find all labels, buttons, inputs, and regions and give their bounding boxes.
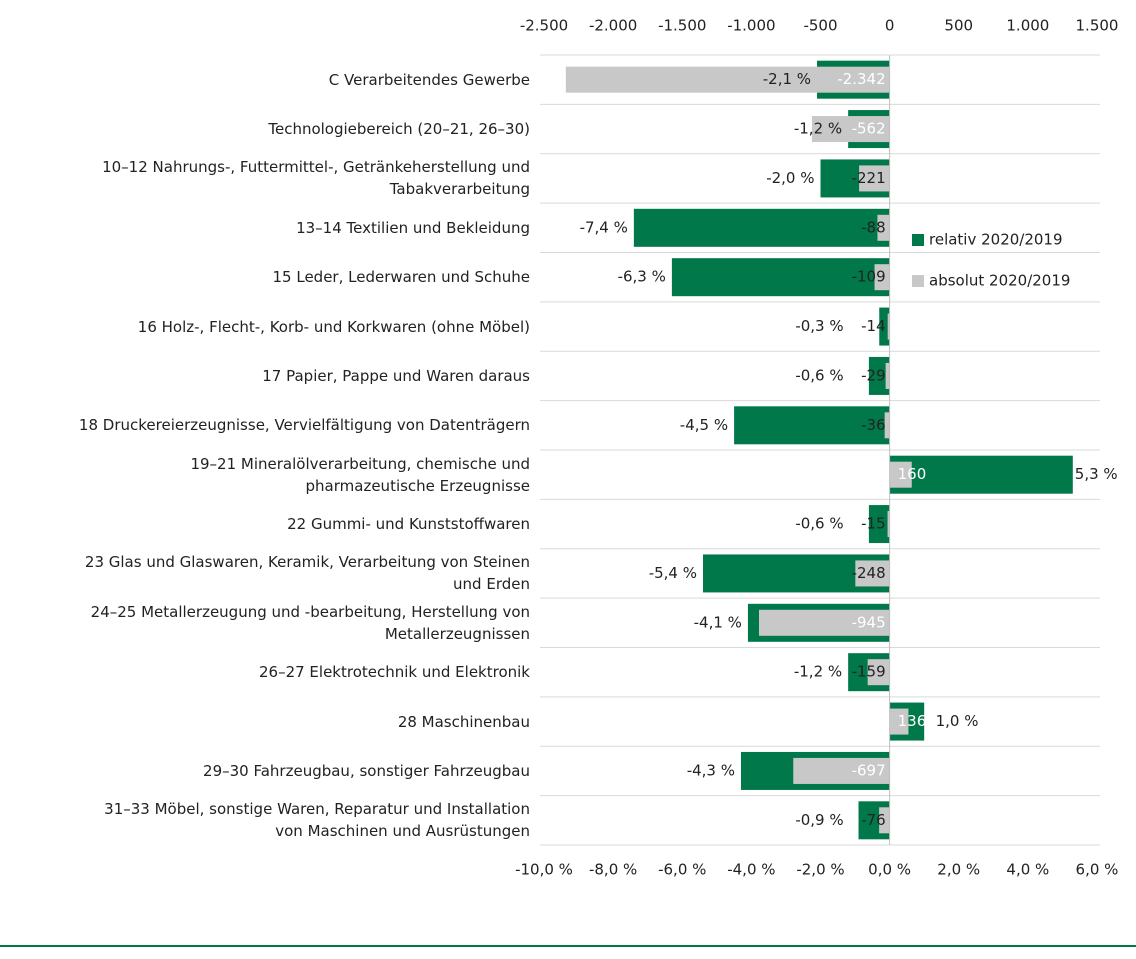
value-label-relative: 1,0 % bbox=[936, 712, 979, 730]
bar-absolute bbox=[884, 412, 890, 439]
value-label-absolute: -88 bbox=[861, 218, 886, 236]
category-label: Technologiebereich (20–21, 26–30) bbox=[268, 120, 530, 139]
x2-tick-label: -2.000 bbox=[589, 17, 637, 35]
value-label-relative: -7,4 % bbox=[580, 218, 628, 236]
value-label-absolute: 160 bbox=[898, 465, 927, 483]
x2-tick-label: 0 bbox=[885, 17, 895, 35]
value-label-absolute: -248 bbox=[852, 564, 886, 582]
category-label: 17 Papier, Pappe und Waren daraus bbox=[262, 366, 530, 385]
value-label-relative: 5,3 % bbox=[1075, 465, 1118, 483]
value-label-absolute: -697 bbox=[852, 761, 886, 779]
bar-absolute bbox=[793, 757, 890, 784]
value-label-absolute: -15 bbox=[861, 515, 886, 533]
category-label: 24–25 Metallerzeugung und -bearbeitung, … bbox=[90, 602, 530, 643]
x2-tick-label: -2.500 bbox=[520, 17, 568, 35]
bar-absolute bbox=[877, 214, 890, 241]
bar-absolute bbox=[885, 362, 890, 389]
category-label: 13–14 Textilien und Bekleidung bbox=[296, 218, 530, 237]
value-label-absolute: -159 bbox=[852, 663, 886, 681]
value-label-absolute: -2.342 bbox=[837, 70, 885, 88]
value-label-absolute: -945 bbox=[852, 613, 886, 631]
bar-absolute bbox=[887, 511, 890, 538]
x2-tick-label: 1.000 bbox=[1006, 17, 1049, 35]
bar-absolute bbox=[859, 165, 890, 192]
bar-absolute bbox=[879, 807, 890, 834]
x-tick-label: 2,0 % bbox=[937, 861, 980, 879]
x2-tick-label: -500 bbox=[803, 17, 837, 35]
category-label: 15 Leder, Lederwaren und Schuhe bbox=[272, 268, 531, 287]
category-label: 10–12 Nahrungs-, Futtermittel-, Getränke… bbox=[102, 158, 530, 199]
bar-relative bbox=[889, 455, 1073, 494]
value-label-relative: -1,2 % bbox=[794, 120, 842, 138]
x-tick-label: -4,0 % bbox=[727, 861, 775, 879]
x-tick-label: -6,0 % bbox=[658, 861, 706, 879]
category-label: 28 Maschinenbau bbox=[397, 712, 530, 731]
value-label-relative: -0,3 % bbox=[795, 317, 843, 335]
bar-relative bbox=[868, 505, 890, 544]
bar-relative bbox=[671, 258, 890, 297]
value-label-relative: -0,6 % bbox=[795, 366, 843, 384]
legend-swatch bbox=[912, 275, 924, 287]
bar-absolute bbox=[889, 708, 909, 735]
value-label-absolute: -562 bbox=[852, 120, 886, 138]
value-label-relative: -4,1 % bbox=[694, 613, 742, 631]
x-tick-label: -8,0 % bbox=[589, 861, 637, 879]
value-label-relative: -1,2 % bbox=[794, 663, 842, 681]
x-tick-label: 0,0 % bbox=[868, 861, 911, 879]
value-label-relative: -2,0 % bbox=[766, 169, 814, 187]
category-label: 31–33 Möbel, sonstige Waren, Reparatur u… bbox=[104, 800, 530, 841]
bar-relative bbox=[734, 406, 890, 445]
legend-swatch bbox=[912, 234, 924, 246]
value-label-relative: -5,4 % bbox=[649, 564, 697, 582]
bar-absolute bbox=[811, 116, 890, 143]
x-tick-label: 4,0 % bbox=[1006, 861, 1049, 879]
x-tick-label: 6,0 % bbox=[1076, 861, 1119, 879]
category-label: 22 Gummi- und Kunststoffwaren bbox=[287, 515, 530, 534]
legend-label: relativ 2020/2019 bbox=[929, 231, 1063, 249]
value-label-absolute: -109 bbox=[852, 268, 886, 286]
bar-absolute bbox=[855, 560, 890, 587]
x2-tick-label: -1.000 bbox=[727, 17, 775, 35]
value-label-absolute: -14 bbox=[861, 317, 886, 335]
value-label-relative: -6,3 % bbox=[618, 268, 666, 286]
value-label-absolute: -29 bbox=[861, 366, 886, 384]
category-label: 19–21 Mineralölverarbeitung, chemische u… bbox=[190, 454, 530, 495]
value-label-relative: -4,5 % bbox=[680, 416, 728, 434]
bar-absolute bbox=[758, 609, 890, 636]
bar-absolute bbox=[889, 461, 912, 488]
x-tick-label: -10,0 % bbox=[515, 861, 573, 879]
category-label: 18 Druckereierzeugnisse, Vervielfältigun… bbox=[78, 416, 530, 435]
value-label-relative: -4,3 % bbox=[687, 761, 735, 779]
value-label-absolute: 136 bbox=[898, 712, 927, 730]
category-label: 16 Holz-, Flecht-, Korb- und Korkwaren (… bbox=[137, 317, 530, 336]
category-label: 23 Glas und Glaswaren, Keramik, Verarbei… bbox=[84, 553, 530, 594]
bar-absolute bbox=[874, 264, 890, 291]
bar-absolute bbox=[867, 659, 890, 686]
category-label: 26–27 Elektrotechnik und Elektronik bbox=[258, 663, 530, 682]
value-label-relative: -0,6 % bbox=[795, 515, 843, 533]
x2-tick-label: -1.500 bbox=[658, 17, 706, 35]
value-label-relative: -2,1 % bbox=[763, 70, 811, 88]
category-label: C Verarbeitendes Gewerbe bbox=[328, 70, 530, 89]
category-label: 29–30 Fahrzeugbau, sonstiger Fahrzeugbau bbox=[203, 761, 530, 780]
value-label-absolute: -36 bbox=[861, 416, 886, 434]
x-tick-label: -2,0 % bbox=[796, 861, 844, 879]
bar-relative bbox=[633, 208, 890, 247]
value-label-absolute: -221 bbox=[852, 169, 886, 187]
value-label-absolute: -76 bbox=[861, 811, 886, 829]
value-label-relative: -0,9 % bbox=[795, 811, 843, 829]
bar-absolute bbox=[887, 313, 890, 340]
x2-tick-label: 500 bbox=[944, 17, 973, 35]
x2-tick-label: 1.500 bbox=[1076, 17, 1119, 35]
bar-relative bbox=[879, 307, 890, 346]
legend-label: absolut 2020/2019 bbox=[929, 272, 1070, 290]
bar-relative bbox=[868, 356, 890, 395]
bar-absolute bbox=[565, 66, 890, 93]
